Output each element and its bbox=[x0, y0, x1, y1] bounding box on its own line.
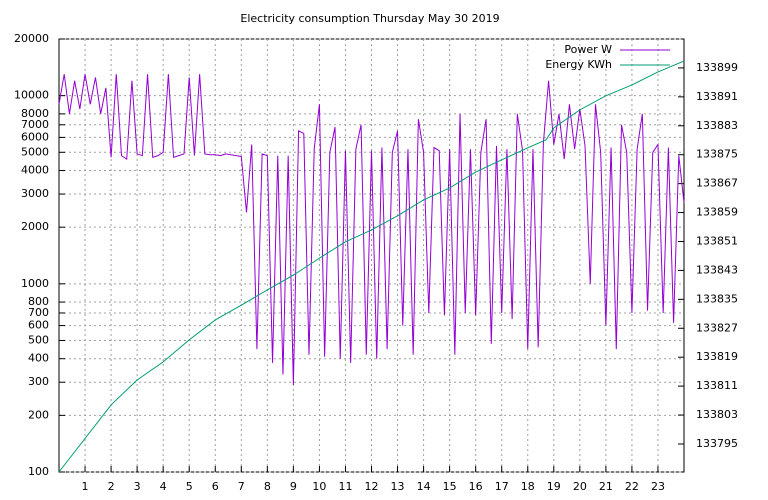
x-tick-label: 22 bbox=[625, 480, 639, 493]
x-tick-label: 1 bbox=[82, 480, 89, 493]
x-tick-label: 11 bbox=[338, 480, 352, 493]
x-tick-label: 9 bbox=[290, 480, 297, 493]
y-tick-label: 100 bbox=[28, 465, 49, 478]
y2-tick-label: 133867 bbox=[696, 177, 738, 190]
y2-tick-label: 133803 bbox=[696, 408, 738, 421]
y2-tick-label: 133827 bbox=[696, 321, 738, 334]
x-tick-label: 19 bbox=[547, 480, 561, 493]
chart-title: Electricity consumption Thursday May 30 … bbox=[240, 12, 499, 25]
y-tick-label: 6000 bbox=[21, 130, 49, 143]
x-tick-label: 2 bbox=[108, 480, 115, 493]
y-tick-label: 200 bbox=[28, 408, 49, 421]
x-tick-label: 13 bbox=[391, 480, 405, 493]
y-tick-label: 8000 bbox=[21, 107, 49, 120]
y-tick-label: 600 bbox=[28, 319, 49, 332]
y-tick-label: 4000 bbox=[21, 164, 49, 177]
y-tick-label: 5000 bbox=[21, 145, 49, 158]
y2-tick-label: 133875 bbox=[696, 148, 738, 161]
x-tick-label: 8 bbox=[264, 480, 271, 493]
y-tick-label: 20000 bbox=[14, 32, 49, 45]
y2-tick-label: 133819 bbox=[696, 350, 738, 363]
y-tick-label: 800 bbox=[28, 295, 49, 308]
x-tick-label: 4 bbox=[160, 480, 167, 493]
legend-label: Power W bbox=[564, 43, 612, 56]
series-line bbox=[58, 74, 685, 386]
x-tick-label: 7 bbox=[238, 480, 245, 493]
x-tick-label: 21 bbox=[599, 480, 613, 493]
y2-tick-label: 133859 bbox=[696, 206, 738, 219]
x-tick-label: 20 bbox=[573, 480, 587, 493]
x-tick-label: 5 bbox=[186, 480, 193, 493]
x-tick-label: 3 bbox=[134, 480, 141, 493]
x-tick-label: 16 bbox=[469, 480, 483, 493]
x-tick-label: 17 bbox=[495, 480, 509, 493]
y-tick-label: 400 bbox=[28, 352, 49, 365]
y-tick-label: 2000 bbox=[21, 220, 49, 233]
x-tick-label: 14 bbox=[417, 480, 431, 493]
y2-tick-label: 133835 bbox=[696, 292, 738, 305]
y2-tick-label: 133899 bbox=[696, 61, 738, 74]
y-tick-label: 3000 bbox=[21, 187, 49, 200]
y2-tick-label: 133891 bbox=[696, 90, 738, 103]
x-tick-label: 23 bbox=[651, 480, 665, 493]
y-tick-label: 1000 bbox=[21, 277, 49, 290]
y-tick-label: 7000 bbox=[21, 118, 49, 131]
y2-tick-label: 133843 bbox=[696, 263, 738, 276]
x-tick-label: 10 bbox=[312, 480, 326, 493]
y-tick-label: 700 bbox=[28, 306, 49, 319]
y2-tick-label: 133883 bbox=[696, 119, 738, 132]
y-tick-label: 10000 bbox=[14, 89, 49, 102]
y-tick-label: 300 bbox=[28, 375, 49, 388]
y2-tick-label: 133795 bbox=[696, 437, 738, 450]
legend-label: Energy KWh bbox=[545, 58, 612, 71]
y2-tick-label: 133851 bbox=[696, 234, 738, 247]
x-tick-label: 15 bbox=[443, 480, 457, 493]
x-tick-label: 6 bbox=[212, 480, 219, 493]
series-line bbox=[58, 60, 685, 473]
x-tick-label: 12 bbox=[365, 480, 379, 493]
y2-tick-label: 133811 bbox=[696, 379, 738, 392]
x-tick-label: 18 bbox=[521, 480, 535, 493]
y-tick-label: 500 bbox=[28, 333, 49, 346]
